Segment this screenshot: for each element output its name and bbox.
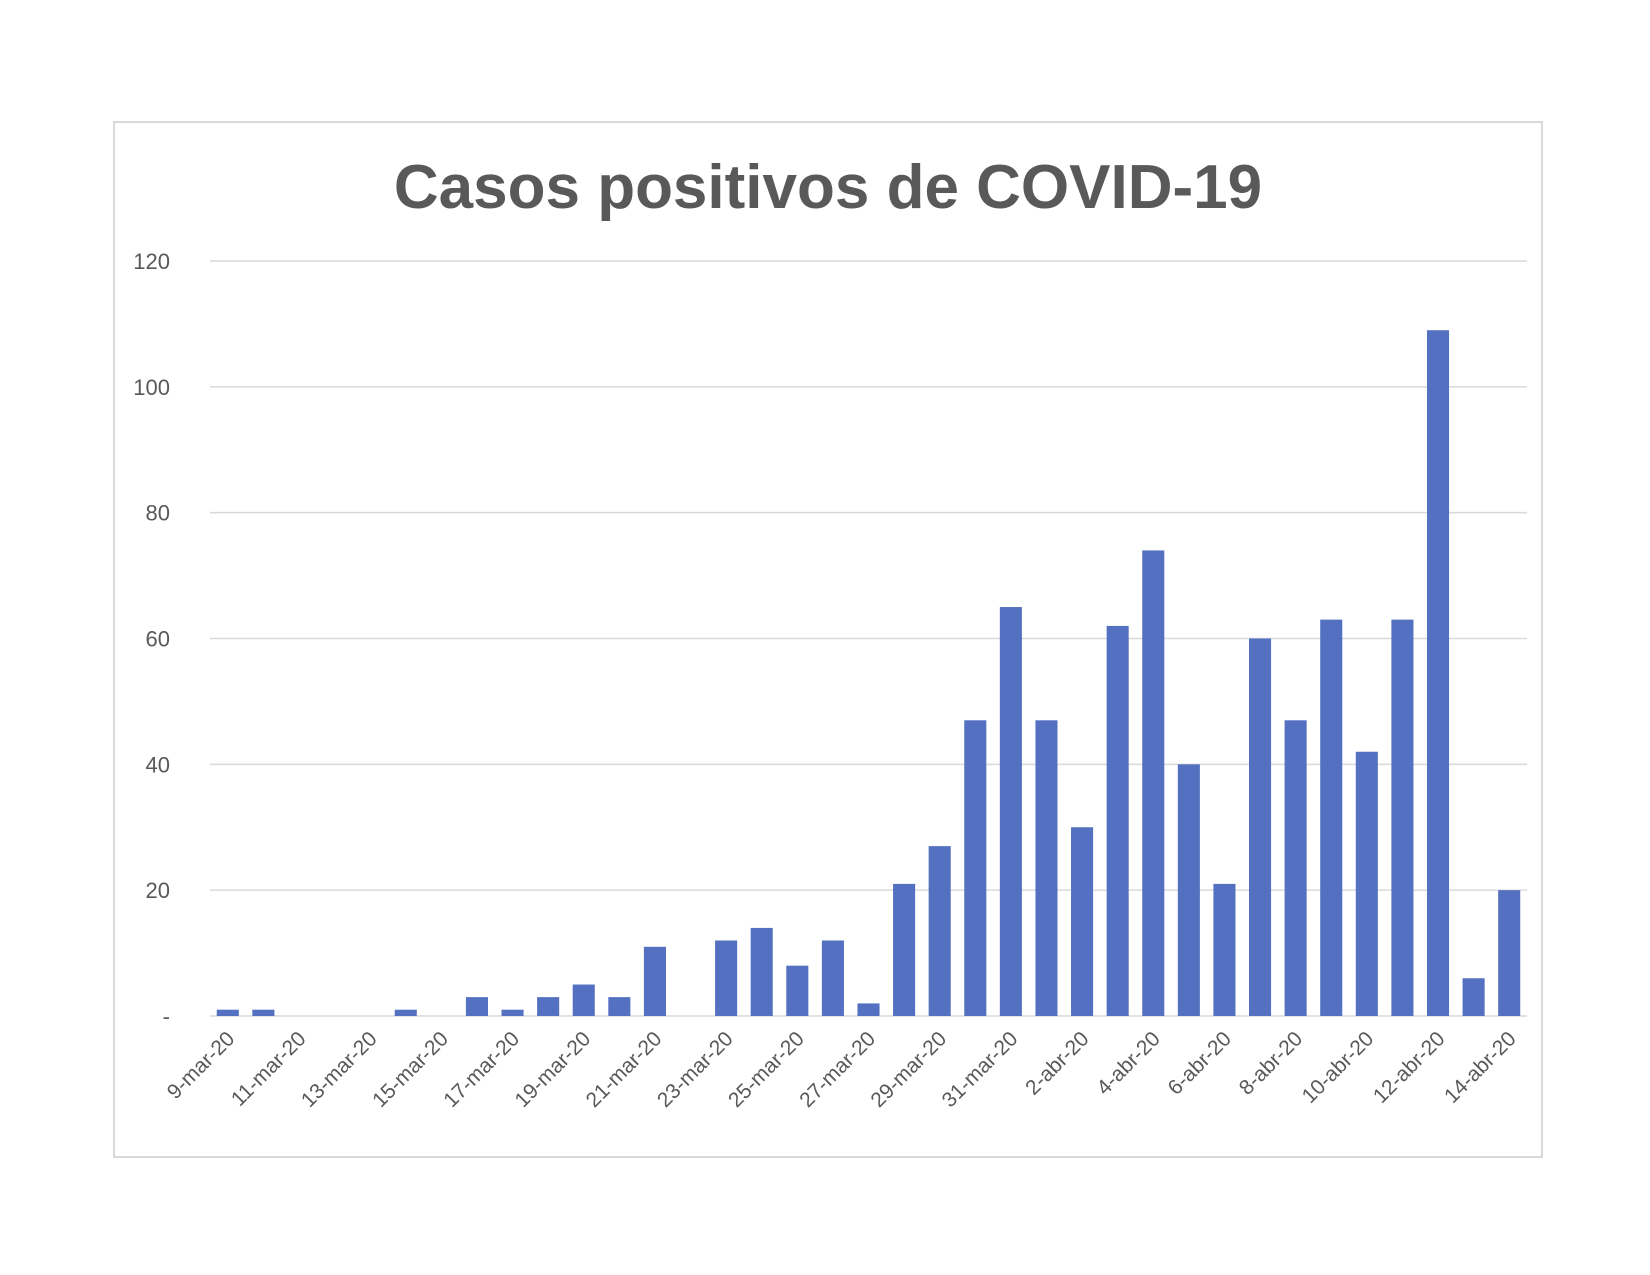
bar	[252, 1009, 275, 1016]
chart-frame: Casos positivos de COVID-19 - 20 40 60 80 100…	[113, 121, 1543, 1158]
bar	[572, 984, 595, 1016]
bar	[964, 720, 987, 1016]
bar	[715, 940, 738, 1016]
bar	[608, 997, 631, 1016]
x-tick-label: 4-abr-20	[1092, 1027, 1164, 1099]
x-tick-label: 17-mar-20	[439, 1027, 524, 1112]
bar	[893, 883, 916, 1016]
bar	[1462, 978, 1485, 1016]
x-tick-label: 31-mar-20	[938, 1027, 1023, 1112]
x-tick-label: 6-abr-20	[1164, 1027, 1236, 1099]
x-tick-label: 12-abr-20	[1369, 1027, 1450, 1108]
bars	[216, 330, 1521, 1016]
bar	[1177, 764, 1200, 1016]
x-tick-label: 15-mar-20	[368, 1027, 453, 1112]
bar	[1106, 625, 1129, 1016]
bar	[1355, 751, 1378, 1016]
x-tick-label: 21-mar-20	[582, 1027, 667, 1112]
bar	[1142, 550, 1165, 1016]
x-tick-label: 25-mar-20	[724, 1027, 809, 1112]
x-tick-label: 2-abr-20	[1021, 1027, 1093, 1099]
y-tick-label: 60	[146, 627, 170, 652]
bar	[1249, 638, 1272, 1016]
bar	[1391, 619, 1414, 1016]
x-tick-label: 27-mar-20	[795, 1027, 880, 1112]
chart-svg: Casos positivos de COVID-19 - 20 40 60 80 100…	[133, 153, 1527, 1112]
y-axis-ticks: - 20 40 60 80 100 120	[133, 249, 170, 1029]
chart-title: Casos positivos de COVID-19	[394, 153, 1262, 222]
y-tick-label: -	[163, 1004, 170, 1029]
bar	[1213, 883, 1236, 1016]
bar	[501, 1009, 524, 1016]
x-tick-label: 14-abr-20	[1440, 1027, 1521, 1108]
bar	[1320, 619, 1343, 1016]
bar	[786, 965, 809, 1016]
bar	[394, 1009, 417, 1016]
bar	[821, 940, 844, 1016]
x-tick-label: 19-mar-20	[511, 1027, 596, 1112]
bar	[1426, 330, 1450, 1016]
x-axis-ticks: 9-mar-2011-mar-2013-mar-2015-mar-2017-ma…	[163, 1027, 1521, 1112]
bar	[537, 997, 560, 1016]
bar	[928, 846, 951, 1016]
y-tick-label: 100	[133, 375, 170, 400]
gridlines	[210, 260, 1527, 1017]
x-tick-label: 10-abr-20	[1298, 1027, 1379, 1108]
bar	[857, 1003, 880, 1016]
bar	[216, 1009, 239, 1016]
bar	[1284, 720, 1307, 1016]
y-tick-label: 40	[146, 752, 170, 777]
x-tick-label: 23-mar-20	[653, 1027, 738, 1112]
y-tick-label: 120	[133, 249, 170, 274]
y-tick-label: 20	[146, 878, 170, 903]
y-tick-label: 80	[146, 501, 170, 526]
bar	[1498, 890, 1521, 1016]
x-tick-label: 13-mar-20	[297, 1027, 382, 1112]
bar	[643, 946, 666, 1016]
bar	[999, 607, 1022, 1016]
bar	[750, 927, 773, 1016]
x-tick-label: 8-abr-20	[1235, 1027, 1307, 1099]
bar	[1071, 827, 1094, 1016]
bar	[465, 997, 488, 1016]
x-tick-label: 11-mar-20	[227, 1027, 311, 1111]
bar	[1035, 720, 1058, 1016]
x-tick-label: 29-mar-20	[866, 1027, 951, 1112]
